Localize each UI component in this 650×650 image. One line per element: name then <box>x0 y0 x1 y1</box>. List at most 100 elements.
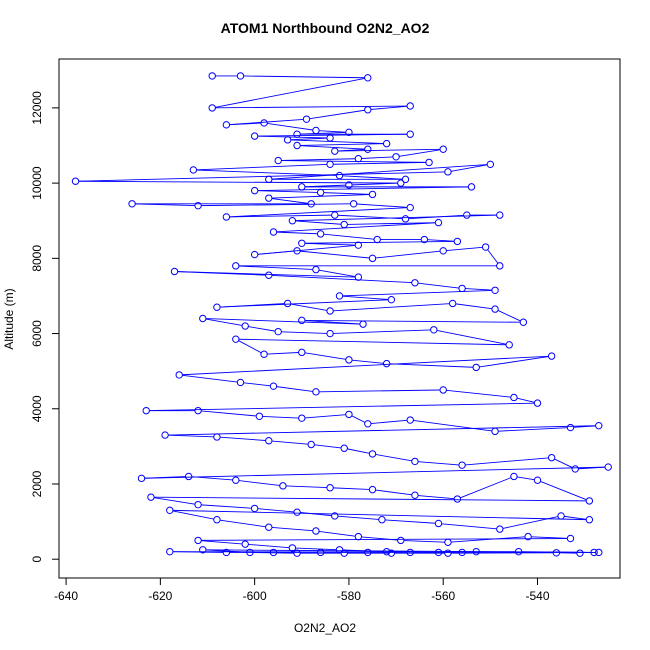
data-point <box>170 267 179 276</box>
y-tick-label: 6000 <box>30 320 44 347</box>
data-point <box>420 235 429 244</box>
data-point <box>326 484 334 492</box>
data-point <box>307 200 315 208</box>
x-tick-label: -620 <box>148 589 172 603</box>
series-segment <box>352 182 398 186</box>
series-segment <box>177 271 266 276</box>
series-segment <box>238 265 313 270</box>
series-segment <box>201 504 252 509</box>
series-segment <box>333 303 450 312</box>
series-segment <box>465 457 549 466</box>
data-point <box>326 307 334 315</box>
series-segment <box>229 122 261 126</box>
series-segment <box>286 485 327 489</box>
data-point <box>514 547 523 556</box>
data-point <box>486 160 495 169</box>
data-point <box>411 279 419 287</box>
y-tick-label: 12000 <box>30 91 44 125</box>
series-segment <box>516 397 535 403</box>
series-segment <box>323 192 370 195</box>
data-point <box>166 547 174 556</box>
data-point <box>222 121 231 129</box>
data-point <box>213 303 221 311</box>
data-point <box>453 495 462 503</box>
data-point <box>335 546 344 554</box>
data-point <box>307 440 315 449</box>
data-point <box>293 508 301 516</box>
series-segment <box>497 310 521 322</box>
data-point <box>331 512 339 520</box>
data-point <box>260 119 268 127</box>
data-point <box>312 126 320 135</box>
data-point <box>401 175 410 184</box>
series-segment <box>498 427 568 432</box>
series-segment <box>172 551 224 553</box>
data-point <box>425 158 433 167</box>
data-point <box>265 523 273 531</box>
data-point <box>349 200 358 208</box>
series-segment <box>271 527 313 532</box>
series-segment <box>243 382 271 387</box>
data-point <box>246 548 254 557</box>
data-point <box>232 335 240 343</box>
data-point <box>430 326 438 334</box>
series-segment <box>205 318 243 326</box>
series-segment <box>154 496 587 502</box>
series-segment <box>427 239 455 242</box>
data-point <box>547 352 556 360</box>
data-point <box>359 320 367 328</box>
series-segment <box>271 274 412 284</box>
data-point <box>368 254 377 263</box>
data-point <box>269 228 278 236</box>
data-point <box>458 461 466 469</box>
data-point <box>326 329 334 338</box>
data-point <box>288 217 297 225</box>
data-point <box>382 139 391 148</box>
data-point <box>444 168 452 176</box>
data-point <box>354 154 363 163</box>
data-point <box>269 382 278 390</box>
series-segment <box>342 175 403 180</box>
series-segment <box>290 303 327 311</box>
data-point <box>279 482 287 490</box>
series-segment <box>78 180 398 184</box>
data-point <box>128 200 136 208</box>
data-point <box>354 241 363 249</box>
data-point <box>354 532 363 541</box>
data-point <box>265 271 273 279</box>
data-point <box>345 128 353 137</box>
series-segment <box>304 242 356 246</box>
series-segment <box>540 480 587 501</box>
data-point <box>472 363 480 372</box>
series-segment <box>196 163 327 171</box>
series-segment <box>436 329 507 345</box>
data-point <box>491 427 499 436</box>
data-point <box>481 243 490 251</box>
series-segment <box>205 549 591 553</box>
data-point <box>444 538 452 546</box>
data-point <box>364 106 372 114</box>
series-segment <box>375 250 441 259</box>
data-point <box>590 548 598 557</box>
series-segment <box>238 338 507 346</box>
data-point <box>448 299 457 308</box>
series-segment <box>564 515 587 520</box>
data-point <box>232 476 240 484</box>
data-point <box>524 532 532 541</box>
series-segment <box>248 326 276 332</box>
data-point <box>142 406 150 415</box>
series-segment <box>172 510 214 520</box>
data-point <box>373 235 381 244</box>
data-point <box>250 250 259 259</box>
data-point <box>467 183 476 191</box>
data-point <box>288 544 297 552</box>
series-segment <box>290 137 327 141</box>
data-point <box>401 215 410 223</box>
data-point <box>293 247 301 255</box>
data-point <box>364 548 372 557</box>
data-point <box>298 239 306 247</box>
series-segment <box>271 164 488 180</box>
data-point <box>194 536 202 545</box>
series-segment <box>281 331 327 334</box>
data-point <box>491 305 499 313</box>
